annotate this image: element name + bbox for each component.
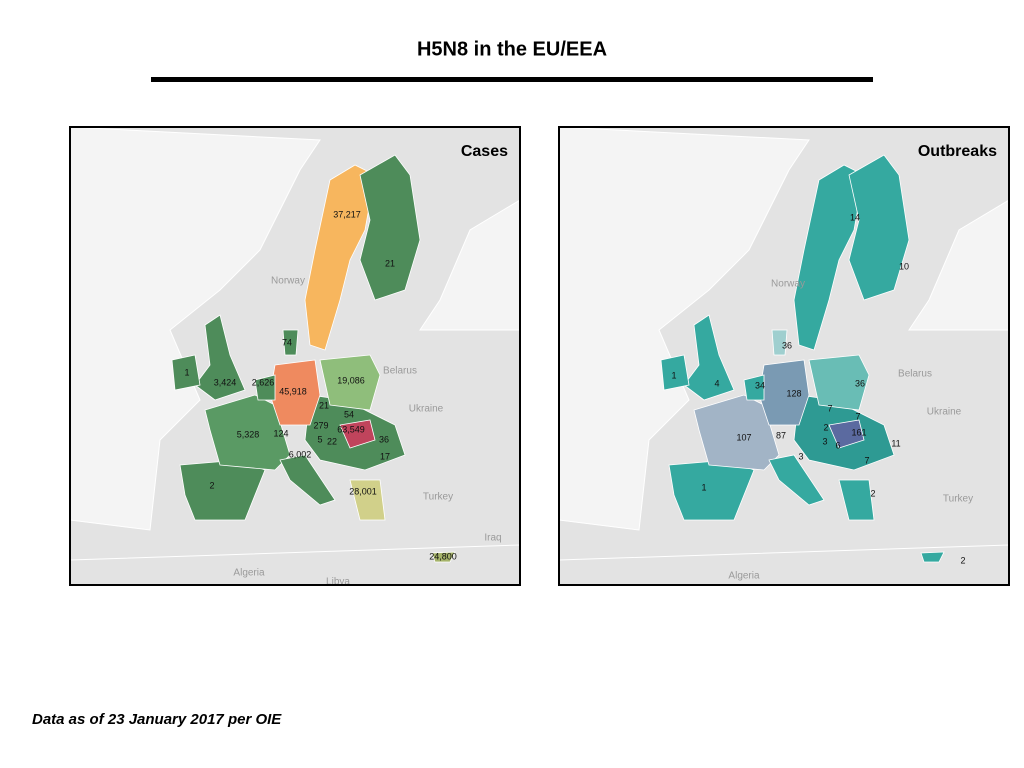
basemap-label: Norway [771, 279, 805, 290]
country-value: 7 [827, 403, 832, 413]
country [282, 329, 299, 356]
basemap-label: Belarus [383, 366, 417, 377]
country [194, 314, 246, 401]
country-value: 45,918 [279, 386, 307, 396]
map-title: Outbreaks [918, 143, 997, 160]
country-value: 2 [823, 422, 828, 432]
country-value: 7 [855, 411, 860, 421]
country-value: 279 [313, 420, 328, 430]
country-value: 5,328 [237, 429, 260, 439]
country-value: 2 [960, 555, 965, 565]
country-value: 3 [798, 451, 803, 461]
country-value: 54 [344, 409, 354, 419]
country [808, 354, 870, 411]
country-value: 21 [319, 400, 329, 410]
country [171, 354, 201, 391]
basemap-label: Algeria [233, 568, 265, 579]
country-value: 74 [282, 337, 292, 347]
country [660, 354, 690, 391]
country-value: 14 [850, 212, 860, 222]
map-frame [69, 126, 521, 586]
country [339, 419, 376, 449]
country-value: 2 [209, 480, 214, 490]
country-value: 19,086 [337, 375, 365, 385]
basemap-label: Iraq [484, 533, 501, 544]
basemap-label: Belarus [898, 369, 932, 380]
country-value: 63,549 [337, 424, 365, 434]
country-value: 1 [184, 367, 189, 377]
map-frame [558, 126, 1010, 586]
country-value: 107 [736, 432, 751, 442]
country-value: 2,626 [252, 377, 275, 387]
shapes [559, 127, 1009, 585]
country-value: 128 [786, 388, 801, 398]
country-value: 34 [755, 380, 765, 390]
basemap-label: Ukraine [409, 404, 444, 415]
title-rule [151, 77, 873, 82]
map: Norway Belarus Ukraine Turkey Iraq Algeria Lib… [70, 127, 520, 588]
map: NorwayBelarusUkraineTurkeyAlgeria1410361… [559, 127, 1009, 585]
footer-note: Data as of 23 January 2017 per OIE [32, 711, 282, 728]
country [431, 551, 456, 563]
country-value: 3,424 [214, 377, 237, 387]
country [359, 154, 421, 301]
country-value: 1 [701, 482, 706, 492]
country-value: 36 [855, 378, 865, 388]
country-value: 17 [380, 451, 390, 461]
country-value: 4 [714, 378, 719, 388]
country [319, 354, 381, 411]
country-value: 7 [864, 455, 869, 465]
basemap-label: Turkey [943, 494, 973, 505]
country [920, 551, 945, 563]
basemap-label: Ukraine [927, 407, 962, 418]
country-value: 28,001 [349, 486, 377, 496]
country-value: 24,800 [429, 551, 457, 561]
country-value: 10 [899, 261, 909, 271]
country [828, 419, 865, 449]
country-value: 37,217 [333, 209, 361, 219]
country [279, 454, 336, 506]
country-value: 5 [317, 434, 322, 444]
map-title: Cases [461, 143, 508, 160]
country-value: 6 [835, 440, 840, 450]
country-value: 21 [385, 258, 395, 268]
country-value: 161 [851, 427, 866, 437]
land [70, 544, 520, 585]
land [559, 544, 1009, 585]
country-value: 124 [273, 428, 288, 438]
country-value: 2 [870, 488, 875, 498]
country [838, 479, 875, 521]
country [848, 154, 910, 301]
country [254, 374, 276, 401]
basemap-label: Turkey [423, 492, 453, 503]
basemap-label: Algeria [728, 571, 760, 582]
shapes [70, 127, 520, 585]
country [768, 454, 825, 506]
slide-title: H5N8 in the EU/EEA [417, 38, 607, 60]
country [683, 314, 735, 401]
country-value: 11 [891, 438, 900, 448]
country-value: 3 [822, 436, 827, 446]
country-value: 87 [776, 430, 786, 440]
country-value: 1 [671, 370, 676, 380]
country-value: 22 [327, 436, 337, 446]
basemap-label: Libya [326, 577, 350, 588]
country-value: 36 [379, 434, 389, 444]
country-value: 6,002 [289, 449, 312, 459]
country [771, 329, 788, 356]
country-value: 36 [782, 340, 792, 350]
country [349, 479, 386, 521]
basemap-label: Norway [271, 276, 305, 287]
country [743, 374, 765, 401]
